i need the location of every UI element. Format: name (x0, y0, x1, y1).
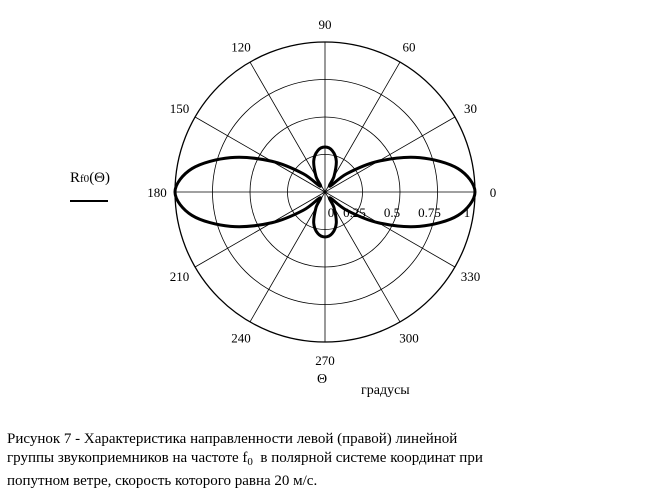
caption-line-1: Рисунок 7 - Характеристика направленност… (7, 431, 458, 447)
grid-spoke-2 (324, 61, 401, 193)
angle-tick-label-120: 120 (231, 40, 251, 55)
grid-spoke-10 (324, 191, 401, 323)
polar-chart: 0 30 60 90 120 150 180 210 240 270 300 330 0 0.25 0.5… (147, 17, 496, 368)
angle-tick-label-30: 30 (464, 101, 477, 116)
legend: Rf0(Θ) (70, 170, 110, 187)
angle-tick-label-330: 330 (461, 269, 481, 284)
angle-tick-label-240: 240 (231, 330, 251, 345)
grid-spoke-1 (324, 116, 456, 193)
angle-tick-label-300: 300 (399, 330, 419, 345)
polar-grid (174, 41, 476, 343)
figure-caption: Рисунок 7 - Характеристика направленност… (7, 430, 657, 491)
angle-tick-label-180: 180 (147, 185, 167, 200)
caption-line-2-subscript: 0 (247, 456, 253, 468)
angular-tick-labels: 0 30 60 90 120 150 180 210 240 270 300 330 (147, 17, 496, 368)
radial-tick-label-1: 0.25 (343, 205, 366, 220)
radial-tick-label-2: 0.5 (384, 205, 400, 220)
caption-line-2-end: в полярной системе координат при (252, 450, 483, 466)
legend-label-main: R (70, 170, 81, 186)
grid-spoke-4 (249, 61, 326, 193)
angle-tick-label-0: 0 (490, 185, 497, 200)
caption-line-2: группы звукоприемников на частоте f0 в п… (7, 449, 657, 472)
grid-spoke-5 (194, 116, 326, 193)
angle-tick-label-150: 150 (170, 101, 190, 116)
grid-spoke-7 (194, 191, 326, 268)
angle-axis-symbol: Θ (317, 372, 328, 387)
radial-tick-labels: 0 0.25 0.5 0.75 1 (328, 205, 471, 220)
legend-label-sub: f0 (80, 173, 90, 185)
radial-tick-label-3: 0.75 (418, 205, 441, 220)
grid-spoke-11 (324, 191, 456, 268)
series-line (173, 145, 477, 239)
angle-tick-label-60: 60 (403, 40, 416, 55)
radial-tick-label-4: 1 (464, 205, 471, 220)
angle-units-label: градусы (361, 383, 410, 398)
angle-tick-label-270: 270 (315, 353, 335, 368)
legend-line-swatch (70, 200, 108, 202)
legend-label-arg: (Θ) (89, 170, 111, 186)
caption-line-2-start: группы звукоприемников на частоте f (7, 450, 248, 466)
angle-tick-label-90: 90 (319, 17, 332, 32)
directivity-curve (173, 145, 477, 239)
angle-tick-label-210: 210 (170, 269, 190, 284)
caption-line-3: попутном ветре, скорость которого равна … (7, 473, 318, 489)
radial-tick-label-0: 0 (328, 205, 335, 220)
grid-spoke-8 (249, 191, 326, 323)
